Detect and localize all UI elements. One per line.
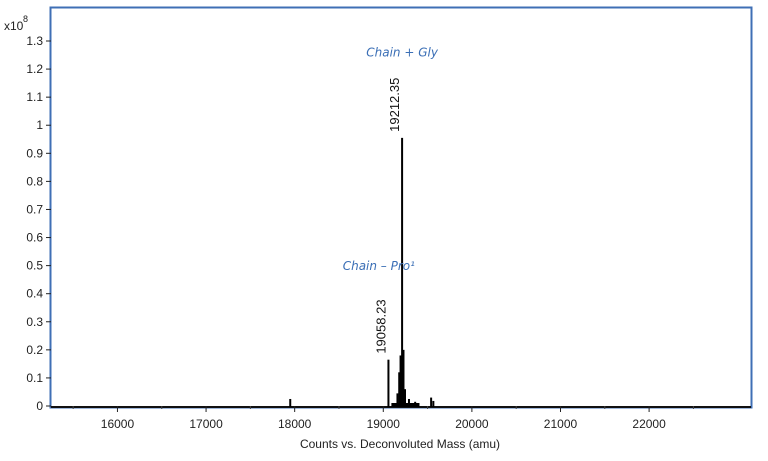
x-tick-label: 17000 (189, 417, 223, 431)
peak-labels: 19058.23 19212.35 Chain + Gly Chain – Pro¹ (343, 45, 439, 353)
x-axis-title: Counts vs. Deconvoluted Mass (amu) (300, 437, 500, 451)
y-tick-label: 0.5 (26, 259, 43, 273)
y-tick-label: 0.7 (26, 202, 43, 216)
y-multiplier: x10 (4, 19, 24, 33)
x-tick-label: 19000 (367, 417, 401, 431)
y-tick-label: 0.8 (26, 174, 43, 188)
y-tick-label: 1.3 (26, 34, 43, 48)
y-tick-label: 0.3 (26, 315, 43, 329)
y-tick-label: 1 (36, 118, 43, 132)
spectrum-peaks (289, 137, 435, 407)
y-tick-label: 1.2 (26, 62, 43, 76)
plot-frame (49, 6, 753, 409)
axes: 16000 17000 18000 19000 20000 21000 22000 0 0.1 0… (26, 34, 751, 431)
peak-annotation: Chain + Gly (366, 45, 439, 59)
x-tick-label: 21000 (544, 417, 578, 431)
x-tick-label: 22000 (632, 417, 666, 431)
y-tick-label: 0.9 (26, 146, 43, 160)
y-tick-label: 1.1 (26, 90, 43, 104)
x-tick-label: 18000 (278, 417, 312, 431)
y-tick-label: 0 (36, 399, 43, 413)
y-tick-label: 0.1 (26, 371, 43, 385)
y-tick-label: 0.2 (26, 343, 43, 357)
y-tick-label: 0.4 (26, 287, 43, 301)
x-tick-label: 20000 (455, 417, 489, 431)
y-multiplier-exponent: 8 (23, 14, 28, 24)
peak-label: 19058.23 (373, 299, 388, 353)
x-tick-label: 16000 (101, 417, 135, 431)
peak-label: 19212.35 (387, 78, 402, 132)
peak-annotation: Chain – Pro¹ (343, 259, 415, 273)
y-tick-label: 0.6 (26, 231, 43, 245)
